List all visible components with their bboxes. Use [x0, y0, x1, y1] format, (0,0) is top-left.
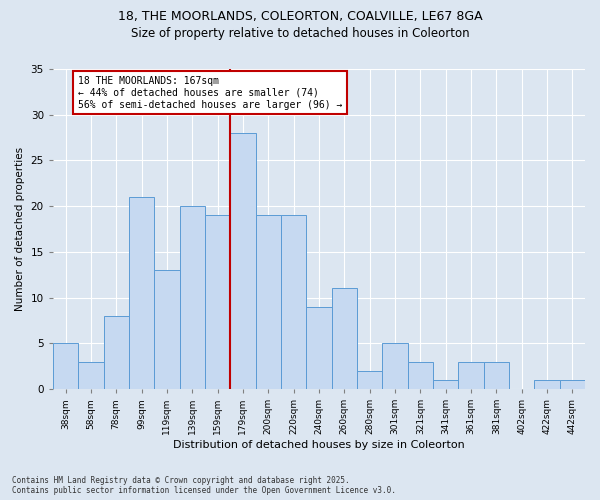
Text: Contains HM Land Registry data © Crown copyright and database right 2025.
Contai: Contains HM Land Registry data © Crown c… [12, 476, 396, 495]
Bar [433, 380, 458, 389]
Bar [179, 206, 205, 389]
Bar [560, 380, 585, 389]
Bar [458, 362, 484, 389]
Bar [129, 197, 154, 389]
Text: Size of property relative to detached houses in Coleorton: Size of property relative to detached ho… [131, 28, 469, 40]
Text: 18 THE MOORLANDS: 167sqm
← 44% of detached houses are smaller (74)
56% of semi-d: 18 THE MOORLANDS: 167sqm ← 44% of detach… [78, 76, 343, 110]
Bar [535, 380, 560, 389]
Bar [332, 288, 357, 389]
X-axis label: Distribution of detached houses by size in Coleorton: Distribution of detached houses by size … [173, 440, 465, 450]
Bar [357, 371, 382, 389]
Bar [382, 344, 407, 389]
Bar [230, 133, 256, 389]
Bar [78, 362, 104, 389]
Bar [104, 316, 129, 389]
Bar [205, 216, 230, 389]
Bar [53, 344, 78, 389]
Text: 18, THE MOORLANDS, COLEORTON, COALVILLE, LE67 8GA: 18, THE MOORLANDS, COLEORTON, COALVILLE,… [118, 10, 482, 23]
Bar [306, 306, 332, 389]
Bar [256, 216, 281, 389]
Bar [281, 216, 306, 389]
Bar [154, 270, 179, 389]
Y-axis label: Number of detached properties: Number of detached properties [15, 147, 25, 311]
Bar [484, 362, 509, 389]
Bar [407, 362, 433, 389]
